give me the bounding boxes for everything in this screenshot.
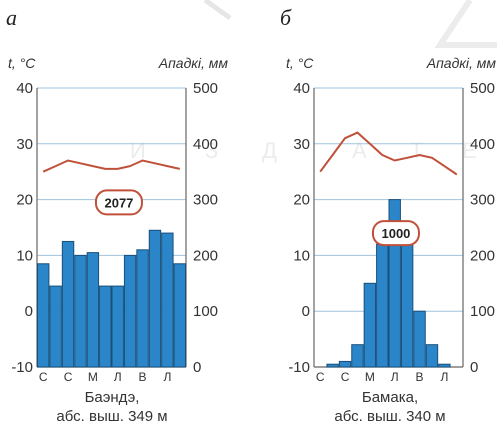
precipitation-bar	[376, 243, 389, 368]
precipitation-bar	[173, 263, 186, 368]
precipitation-bar	[351, 344, 364, 368]
precipitation-bar	[99, 285, 112, 368]
month-label: Л	[391, 370, 399, 384]
precipitation-bar	[61, 240, 75, 368]
month-label: С	[316, 370, 325, 384]
chart-panel-2: бt, °C Ападкі, мм403020100-10500400300200…	[280, 5, 496, 425]
temperature-tick-label: 30	[293, 136, 310, 153]
precipitation-bar	[363, 282, 377, 368]
station-altitude: абс. выш. 340 м	[334, 408, 445, 425]
precipitation-bar	[37, 263, 50, 368]
panel-letter: а	[6, 5, 17, 30]
precipitation-tick-label: 200	[193, 247, 218, 264]
precipitation-tick-label: 500	[193, 80, 218, 97]
temperature-tick-label: -10	[11, 359, 33, 376]
annual-precipitation-badge	[371, 220, 420, 247]
precipitation-tick-label: 400	[470, 136, 495, 153]
precipitation-bar	[425, 344, 439, 368]
precipitation-tick-label: 300	[470, 192, 495, 209]
month-label: С	[341, 370, 350, 384]
precipitation-tick-label: 200	[470, 247, 495, 264]
precipitation-bar	[86, 252, 100, 368]
month-label: Л	[163, 370, 171, 384]
precipitation-bar	[136, 249, 149, 368]
precipitation-bar	[413, 310, 426, 368]
precipitation-tick-label: 0	[193, 359, 201, 376]
month-label: С	[64, 370, 73, 384]
temperature-tick-label: 0	[25, 303, 33, 320]
temperature-tick-label: 10	[293, 247, 310, 264]
precipitation-tick-label: 400	[193, 136, 218, 153]
precipitation-bar	[338, 360, 352, 368]
temperature-axis-title: t, °C	[286, 55, 314, 71]
temperature-line	[319, 131, 458, 176]
month-label: В	[416, 370, 424, 384]
precipitation-bar	[388, 199, 401, 368]
precipitation-bar	[49, 285, 62, 368]
annual-precipitation-value: 2077	[104, 195, 133, 210]
annual-precipitation-value: 1000	[381, 226, 410, 241]
month-label: В	[139, 370, 147, 384]
temperature-tick-label: 0	[302, 303, 310, 320]
precipitation-bar	[438, 363, 451, 368]
temperature-axis-title: t, °C	[8, 55, 36, 71]
temperature-tick-label: 40	[293, 80, 310, 97]
precipitation-bar	[148, 229, 162, 368]
precipitation-tick-label: 100	[193, 303, 218, 320]
month-label: Л	[114, 370, 122, 384]
precipitation-bar	[123, 254, 137, 368]
month-label: М	[365, 370, 375, 384]
temperature-line	[42, 159, 181, 173]
temperature-tick-label: -10	[288, 359, 310, 376]
temperature-tick-label: 20	[16, 192, 33, 209]
precipitation-axis-title: Ападкі, мм	[426, 55, 497, 71]
precipitation-tick-label: 100	[470, 303, 495, 320]
precipitation-bar	[400, 227, 414, 368]
precipitation-tick-label: 500	[470, 80, 495, 97]
precipitation-bar	[326, 363, 339, 368]
station-altitude: абс. выш. 349 м	[56, 408, 167, 425]
precipitation-bar	[111, 285, 124, 368]
precipitation-bar	[74, 254, 87, 368]
month-label: С	[39, 370, 48, 384]
station-name: Бамака,	[362, 389, 418, 406]
month-label: М	[88, 370, 98, 384]
precipitation-axis-title: Ападкі, мм	[158, 55, 229, 71]
station-name: Баэндэ,	[85, 389, 140, 406]
month-label: Л	[440, 370, 448, 384]
temperature-tick-label: 40	[16, 80, 33, 97]
panel-letter: б	[280, 5, 292, 30]
temperature-tick-label: 30	[16, 136, 33, 153]
chart-panel-1: аt, °C Ападкі, мм403020100-10500400300200…	[6, 5, 228, 425]
precipitation-tick-label: 300	[193, 192, 218, 209]
precipitation-tick-label: 0	[470, 359, 478, 376]
temperature-tick-label: 10	[16, 247, 33, 264]
precipitation-bar	[161, 232, 174, 368]
temperature-tick-label: 20	[293, 192, 310, 209]
annual-precipitation-badge	[94, 189, 143, 216]
